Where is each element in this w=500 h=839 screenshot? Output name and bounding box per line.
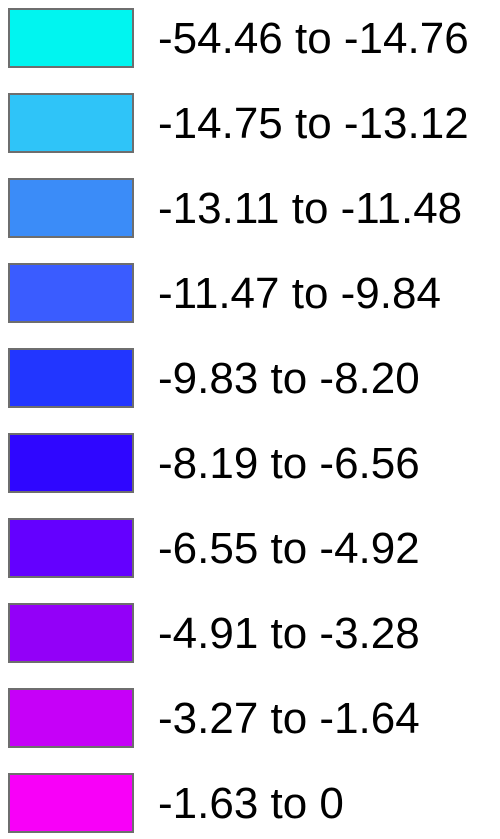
legend-swatch: [8, 518, 134, 578]
legend-swatch: [8, 263, 134, 323]
legend-swatch: [8, 8, 134, 68]
legend-swatch: [8, 688, 134, 748]
legend-swatch: [8, 603, 134, 663]
legend-swatch: [8, 773, 134, 833]
legend-label: -9.83 to -8.20: [158, 354, 420, 403]
legend-item: -4.91 to -3.28: [0, 599, 500, 669]
legend-swatch: [8, 93, 134, 153]
legend-item: -11.47 to -9.84: [0, 259, 500, 329]
legend-item: -9.83 to -8.20: [0, 344, 500, 414]
legend-label: -13.11 to -11.48: [158, 184, 463, 233]
legend-label: -4.91 to -3.28: [158, 609, 420, 658]
legend-item: -8.19 to -6.56: [0, 429, 500, 499]
legend-label: -3.27 to -1.64: [158, 694, 420, 743]
legend-label: -1.63 to 0: [158, 779, 344, 828]
legend-label: -6.55 to -4.92: [158, 524, 420, 573]
legend-item: -13.11 to -11.48: [0, 174, 500, 244]
legend-swatch: [8, 178, 134, 238]
legend-swatch: [8, 348, 134, 408]
legend-item: -3.27 to -1.64: [0, 684, 500, 754]
legend-label: -11.47 to -9.84: [158, 269, 441, 318]
legend-item: -6.55 to -4.92: [0, 514, 500, 584]
legend-label: -8.19 to -6.56: [158, 439, 420, 488]
legend-label: -14.75 to -13.12: [158, 99, 469, 148]
legend-label: -54.46 to -14.76: [158, 14, 469, 63]
legend-swatch: [8, 433, 134, 493]
legend-item: -14.75 to -13.12: [0, 89, 500, 159]
legend-item: -1.63 to 0: [0, 769, 500, 839]
legend-item: -54.46 to -14.76: [0, 4, 500, 74]
